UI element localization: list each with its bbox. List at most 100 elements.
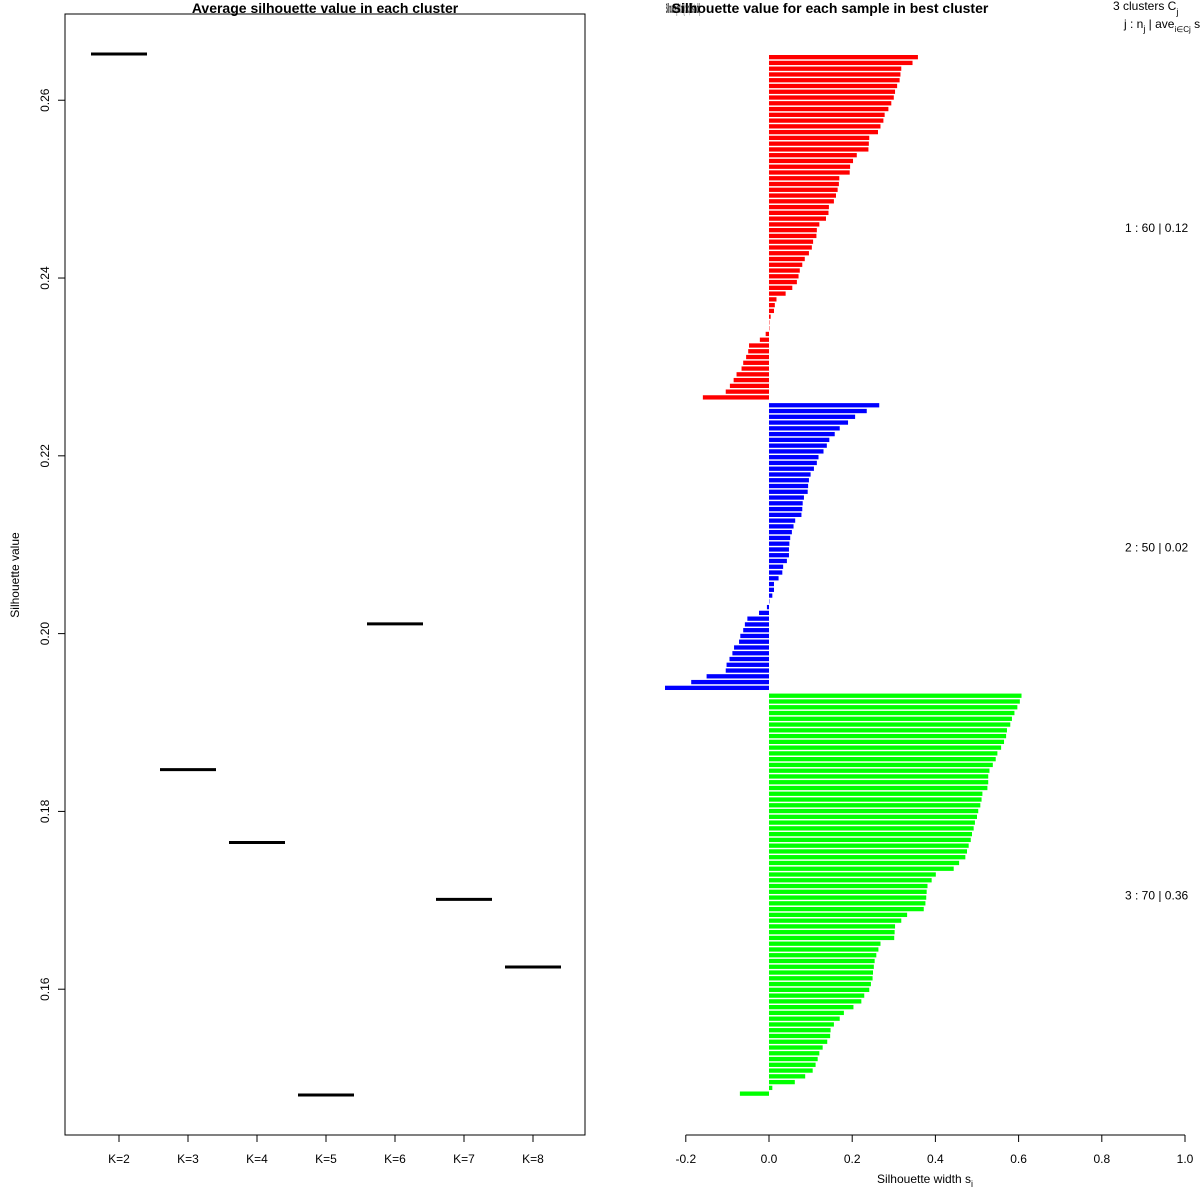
silhouette-bar — [759, 610, 769, 616]
silhouette-bar — [769, 106, 889, 112]
silhouette-bar — [769, 733, 1007, 739]
silhouette-bar — [769, 843, 969, 848]
silhouette-bar — [769, 95, 894, 100]
silhouette-bar — [769, 981, 871, 987]
silhouette-bar — [769, 1062, 816, 1067]
silhouette-bar — [769, 268, 800, 273]
silhouette-bar — [734, 645, 769, 650]
silhouette-bar — [769, 716, 1012, 721]
silhouette-bar — [769, 728, 1007, 733]
silhouette-bar — [691, 679, 769, 685]
silhouette-bar — [769, 710, 1015, 716]
silhouette-bar — [769, 553, 789, 558]
silhouette-bar — [769, 1051, 820, 1056]
silhouette-bar — [769, 999, 862, 1004]
silhouette-bar — [769, 529, 792, 535]
silhouette-bar — [769, 176, 840, 181]
right-chart-title: Silhouette value for each sample in best… — [672, 0, 989, 16]
left-x-tick-label: K=8 — [522, 1152, 544, 1166]
silhouette-bar — [769, 1068, 813, 1073]
silhouette-bar — [769, 518, 796, 523]
silhouette-bar — [769, 924, 896, 929]
silhouette-bar — [769, 1004, 854, 1010]
silhouette-bar — [769, 970, 873, 975]
silhouette-bar — [769, 1016, 840, 1021]
silhouette-bar — [769, 420, 849, 425]
silhouette-bar — [769, 414, 856, 419]
silhouette-bar — [769, 403, 880, 408]
silhouette-bar — [743, 360, 769, 365]
left-chart-title: Average silhouette value in each cluster — [192, 0, 459, 16]
silhouette-bar — [769, 918, 902, 923]
silhouette-bar — [769, 558, 787, 564]
silhouette-bar — [769, 524, 794, 529]
cluster-legend-entry: 3 : 70 | 0.36 — [1125, 888, 1188, 902]
silhouette-bar — [769, 112, 885, 117]
silhouette-bar — [741, 366, 769, 371]
silhouette-bar — [769, 449, 824, 454]
silhouette-bar — [769, 256, 805, 262]
silhouette-bar — [769, 739, 1005, 745]
silhouette-bar — [769, 535, 791, 541]
silhouette-bar — [769, 762, 993, 768]
silhouette-bar — [725, 668, 769, 673]
left-y-tick-label: 0.16 — [38, 977, 52, 1001]
silhouette-bar — [769, 855, 966, 860]
silhouette-bar — [769, 581, 774, 587]
silhouette-bar — [769, 147, 869, 152]
left-x-tick-label: K=7 — [453, 1152, 475, 1166]
silhouette-bar — [769, 245, 812, 250]
silhouette-bar — [769, 83, 898, 89]
silhouette-bar — [769, 699, 1020, 704]
silhouette-bar — [769, 274, 799, 279]
silhouette-bar — [769, 693, 1022, 698]
silhouette-bar — [769, 216, 826, 221]
silhouette-bar — [769, 541, 790, 546]
avg-silhouette-panel: Average silhouette value in each cluster… — [8, 0, 586, 1166]
silhouette-bar — [729, 656, 769, 662]
right-x-tick-label: 0.6 — [1010, 1152, 1027, 1166]
silhouette-bar — [665, 685, 769, 691]
silhouette-bar — [769, 889, 927, 894]
silhouette-bar — [769, 506, 803, 512]
silhouette-bar — [732, 651, 769, 656]
silhouette-bar — [739, 1091, 769, 1096]
silhouette-bar — [769, 199, 834, 204]
silhouette-bar — [769, 164, 851, 169]
silhouette-bar — [766, 604, 769, 610]
silhouette-bar — [769, 866, 954, 871]
silhouette-bar — [729, 383, 769, 389]
silhouette-bar — [769, 757, 996, 762]
silhouette-bar — [769, 262, 803, 267]
silhouette-bar — [769, 460, 817, 466]
cluster-legend-entry: 1 : 60 | 0.12 — [1125, 221, 1188, 235]
silhouette-bar — [769, 958, 875, 964]
right-x-tick-label: 0.8 — [1093, 1152, 1110, 1166]
silhouette-bar — [769, 935, 895, 941]
silhouette-bar — [769, 233, 817, 239]
silhouette-bar — [769, 124, 881, 129]
cluster-legend-entry: 2 : 50 | 0.02 — [1125, 540, 1188, 554]
silhouette-bar — [739, 639, 769, 644]
silhouette-bar — [769, 483, 809, 489]
silhouette-bar — [740, 633, 769, 639]
right-x-tick-label: 0.2 — [844, 1152, 861, 1166]
silhouette-bar — [769, 785, 988, 791]
silhouette-bar — [706, 674, 769, 679]
silhouette-bar — [769, 118, 884, 123]
silhouette-bar — [769, 455, 819, 460]
silhouette-bar — [769, 512, 802, 517]
silhouette-bar — [769, 153, 857, 158]
silhouette-bar — [769, 751, 998, 756]
silhouette-bar — [769, 1074, 806, 1079]
left-y-tick-label: 0.22 — [38, 444, 52, 468]
silhouette-bar — [759, 337, 769, 342]
right-x-tick-label: 1.0 — [1177, 1152, 1194, 1166]
silhouette-bar — [769, 181, 839, 187]
silhouette-bar — [769, 860, 960, 866]
silhouette-bar — [769, 803, 981, 808]
left-y-axis-label: Silhouette value — [8, 532, 22, 618]
silhouette-bar — [769, 1085, 773, 1091]
silhouette-bar — [769, 314, 771, 319]
